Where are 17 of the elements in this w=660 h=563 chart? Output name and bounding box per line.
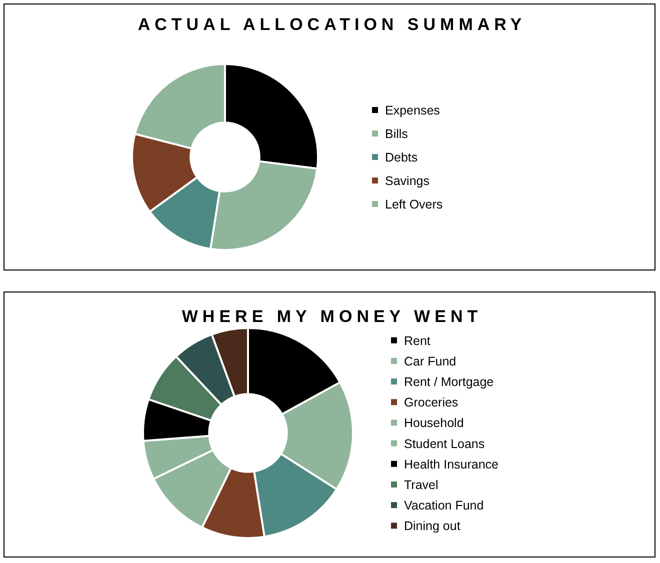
legend-label: Rent [404,334,431,348]
legend-label: Savings [385,174,430,188]
legend-label: Travel [404,478,438,492]
legend-label: Health Insurance [404,457,499,472]
legend-label: Rent / Mortgage [404,375,494,389]
legend-label: Groceries [404,396,458,410]
chart-title: WHERE MY MONEY WENT [182,307,482,326]
legend-label: Expenses [385,104,440,118]
chart-title: ACTUAL ALLOCATION SUMMARY [138,15,526,34]
legend-label: Student Loans [404,436,485,451]
legend-label: Car Fund [404,354,456,368]
legend-label: Vacation Fund [404,498,484,513]
legend-label: Debts [385,150,418,164]
legend-label: Household [404,416,464,430]
legend-label: Dining out [404,519,461,534]
legend-label: Left Overs [385,198,443,212]
legend-label: Bills [385,127,408,141]
